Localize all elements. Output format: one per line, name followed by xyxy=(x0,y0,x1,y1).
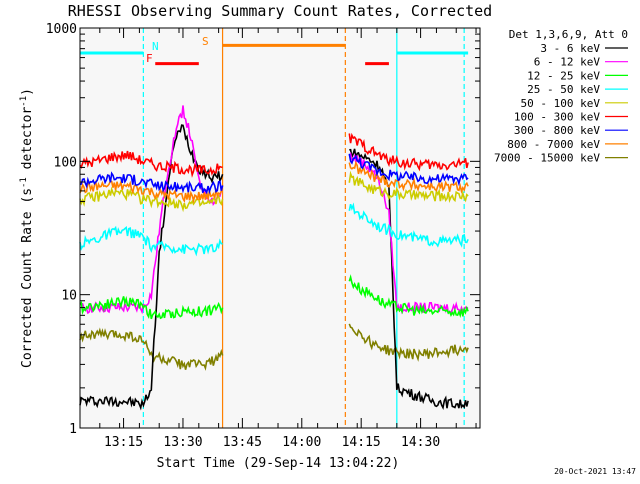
series-2-segment-0 xyxy=(79,295,224,320)
series-5-segment-1 xyxy=(348,132,469,172)
series-7-segment-1 xyxy=(348,160,469,195)
series-3-segment-0 xyxy=(79,225,223,257)
chart-title: RHESSI Observing Summary Count Rates, Co… xyxy=(68,2,492,20)
legend-label-8: 7000 - 15000 keV xyxy=(494,152,600,165)
y-axis-label-end: ) xyxy=(20,88,35,96)
y-axis-label-sup: -1 xyxy=(19,177,29,188)
x-tick-label-0: 13:15 xyxy=(104,435,143,450)
x-tick-label-3: 14:00 xyxy=(282,435,321,450)
flag-n-label: N xyxy=(152,40,159,53)
flag-s-label: S xyxy=(202,35,209,48)
y-axis-label: Corrected Count Rate (s-1 detector-1) xyxy=(19,88,35,368)
series-layer xyxy=(79,105,469,411)
y-axis-label-mid: detector xyxy=(20,107,35,178)
series-4-segment-1 xyxy=(348,170,469,203)
series-0-segment-0 xyxy=(79,124,224,411)
series-7-segment-0 xyxy=(79,179,223,204)
mode-change-lines xyxy=(142,28,465,428)
series-4-segment-0 xyxy=(79,186,224,213)
x-tick-label-2: 13:45 xyxy=(223,435,262,450)
legend-label-1: 6 - 12 keV xyxy=(534,56,601,69)
legend-label-5: 100 - 300 keV xyxy=(514,111,600,124)
x-axis-label: Start Time (29-Sep-14 13:04:22) xyxy=(157,456,400,471)
y-tick-label-1: 10 xyxy=(61,289,77,304)
x-axis-ticks: 13:15 13:30 13:45 14:00 14:15 14:30 xyxy=(79,28,477,450)
legend-label-7: 800 - 7000 keV xyxy=(507,138,600,151)
series-8-segment-0 xyxy=(79,327,224,371)
series-5-segment-0 xyxy=(79,150,223,178)
x-tick-label-1: 13:30 xyxy=(163,435,202,450)
series-3-segment-1 xyxy=(348,202,469,248)
series-0-segment-1 xyxy=(349,148,469,410)
flag-f-label: F xyxy=(146,52,153,65)
plot-frame xyxy=(79,27,481,429)
attenuator-state-bars xyxy=(80,43,469,66)
y-axis-label-main: Corrected Count Rate (s xyxy=(20,188,35,368)
legend-label-3: 25 - 50 keV xyxy=(527,83,600,96)
legend-label-0: 3 - 6 keV xyxy=(540,42,600,55)
timestamp: 20-Oct-2021 13:47 xyxy=(554,467,636,476)
x-tick-label-5: 14:30 xyxy=(401,435,440,450)
series-2-segment-1 xyxy=(348,274,469,318)
y-axis-label-sup2: -1 xyxy=(19,96,29,107)
series-6-segment-0 xyxy=(79,171,224,195)
legend-label-4: 50 - 100 keV xyxy=(521,97,601,110)
y-axis-ticks: 1 10 100 1000 xyxy=(46,22,480,437)
y-tick-label-2: 100 xyxy=(54,155,77,170)
series-8-segment-1 xyxy=(348,323,469,362)
series-6-segment-1 xyxy=(348,153,469,187)
legend-label-6: 300 - 800 keV xyxy=(514,124,600,137)
y-tick-label-0: 1 xyxy=(69,422,77,437)
legend-label-2: 12 - 25 keV xyxy=(527,69,600,82)
legend-header: Det 1,3,6,9, Att 0 xyxy=(509,28,628,41)
x-tick-label-4: 14:15 xyxy=(342,435,381,450)
plot-area-background xyxy=(80,28,480,428)
y-tick-label-3: 1000 xyxy=(46,22,77,37)
